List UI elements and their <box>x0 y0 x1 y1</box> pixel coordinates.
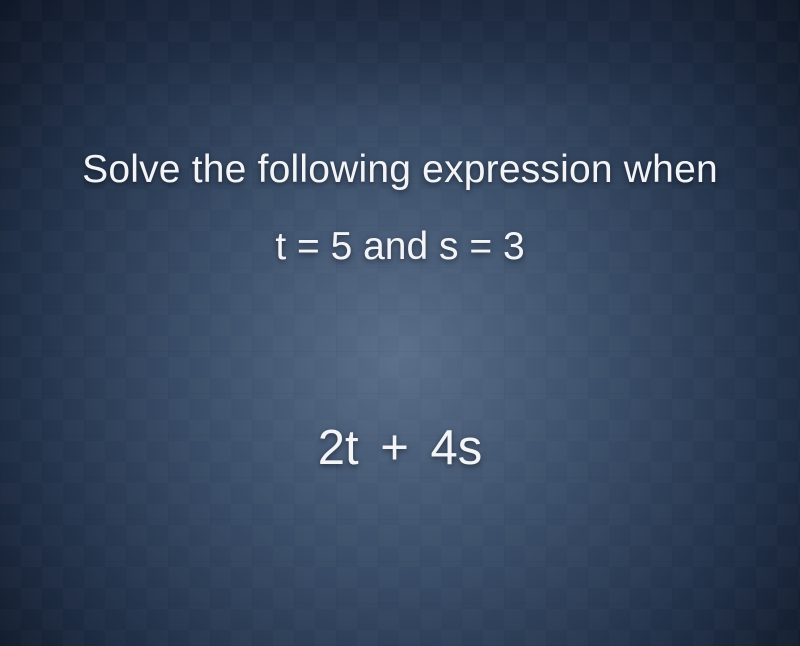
slide-content: Solve the following expression when t = … <box>0 0 800 646</box>
expression-text: 2t + 4s <box>0 420 800 476</box>
prompt-text: Solve the following expression when <box>0 148 800 192</box>
values-text: t = 5 and s = 3 <box>0 225 800 269</box>
